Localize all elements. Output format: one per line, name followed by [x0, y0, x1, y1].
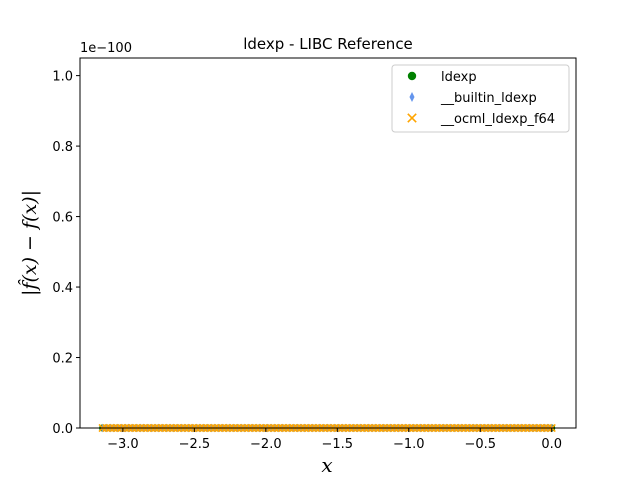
x-tick-label: 0.0: [541, 437, 562, 452]
legend-entries: ldexp __builtin_ldexp __ocml_ldexp_f64: [407, 70, 555, 127]
y-tick-label: 0.0: [52, 422, 73, 437]
legend-entry: __ocml_ldexp_f64: [407, 112, 555, 127]
y-tick-label: 0.8: [52, 140, 73, 155]
legend-marker: [407, 113, 417, 123]
legend-box: [391, 64, 570, 133]
y-tick-label: 0.2: [52, 352, 73, 367]
legend-label: __builtin_ldexp: [440, 91, 537, 106]
legend-label: __ocml_ldexp_f64: [440, 112, 555, 127]
y-axis-ticks: 0.0 0.2 0.4 0.6 0.8 1.0: [52, 70, 80, 437]
chart-title: ldexp - LIBC Reference: [243, 35, 413, 53]
plot-frame: [79, 57, 577, 429]
y-tick-label: 0.4: [52, 281, 73, 296]
y-tick-label: 0.6: [52, 211, 73, 226]
legend-entry: ldexp: [407, 70, 477, 85]
x-axis-ticks: −3.0 −2.5 −2.0 −1.5 −1.0 −0.5 0.0: [107, 428, 562, 452]
legend: ldexp __builtin_ldexp __ocml_ldexp_f64: [391, 64, 570, 133]
legend-marker: [407, 71, 417, 81]
y-tick-label: 1.0: [52, 70, 73, 85]
legend-entry: __builtin_ldexp: [409, 91, 537, 106]
legend-label: ldexp: [441, 70, 477, 85]
x-tick-label: −0.5: [464, 437, 496, 452]
y-axis-label: |f̂(x) − f(x)|: [18, 190, 41, 296]
x-tick-label: −2.0: [250, 437, 282, 452]
y-offset-label: 1e−100: [80, 41, 132, 56]
x-axis-label: x: [321, 453, 332, 477]
x-tick-label: −1.0: [393, 437, 425, 452]
x-tick-label: −1.5: [322, 437, 354, 452]
x-tick-label: −3.0: [107, 437, 139, 452]
legend-marker: [409, 91, 415, 103]
x-tick-label: −2.5: [179, 437, 211, 452]
